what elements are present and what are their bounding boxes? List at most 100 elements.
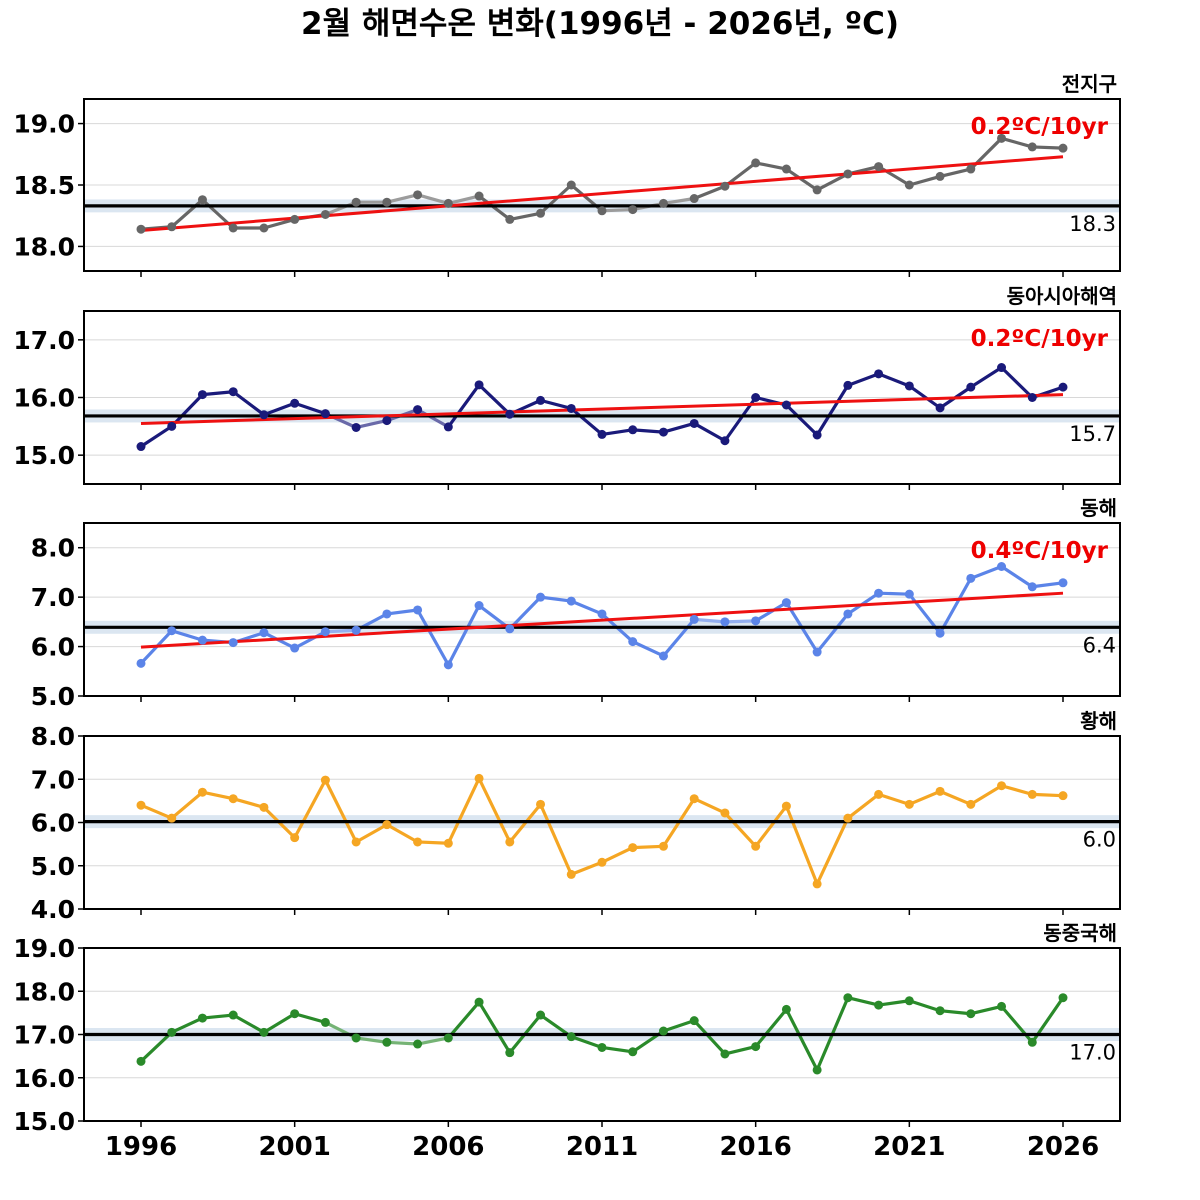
series-segment — [1030, 792, 1065, 798]
series-segment — [293, 630, 327, 650]
plot-area — [84, 561, 1120, 670]
series-segment — [200, 1013, 235, 1020]
y-tick-label: 8.0 — [31, 722, 75, 751]
data-point — [597, 429, 607, 439]
data-point — [474, 191, 484, 201]
data-point — [351, 625, 361, 635]
plot-area — [84, 133, 1120, 234]
data-point — [1058, 143, 1068, 153]
series-segment — [938, 167, 973, 178]
data-point — [136, 1056, 146, 1066]
data-point — [781, 801, 791, 811]
series-segment — [231, 1013, 266, 1034]
data-point — [136, 224, 146, 234]
series-segment — [907, 999, 942, 1013]
data-point — [167, 421, 177, 431]
data-point — [566, 1032, 576, 1042]
region-label: 동해 — [1080, 496, 1117, 520]
region-label: 전지구 — [1062, 72, 1117, 96]
series-segment — [999, 564, 1034, 589]
series-segment — [907, 384, 942, 410]
data-point — [505, 409, 515, 419]
data-point — [320, 209, 330, 219]
series-segment — [416, 193, 450, 206]
data-point — [228, 794, 238, 804]
series-segment — [815, 816, 850, 886]
data-point — [351, 197, 361, 207]
series-segment — [876, 999, 911, 1007]
data-point — [997, 133, 1007, 143]
data-point — [904, 799, 914, 809]
data-point — [382, 197, 392, 207]
series-segment — [538, 398, 573, 411]
data-point — [874, 1000, 884, 1010]
series-segment — [385, 1040, 420, 1046]
data-point — [966, 1009, 976, 1019]
y-tick-label: 6.0 — [31, 809, 75, 838]
data-point — [167, 813, 177, 823]
data-point — [382, 820, 392, 830]
data-point — [536, 208, 546, 218]
series-segment — [723, 619, 758, 624]
figure-title: 2월 해면수온 변화(1996년 - 2026년, ºC) — [301, 6, 899, 42]
data-point — [1058, 578, 1068, 588]
data-point — [628, 205, 638, 215]
data-point — [413, 190, 423, 200]
mean-label: 6.4 — [1083, 633, 1116, 657]
data-point — [751, 1042, 761, 1052]
data-point — [966, 382, 976, 392]
series-segment — [416, 608, 450, 667]
data-point — [843, 813, 853, 823]
data-point — [505, 837, 515, 847]
data-point — [781, 1004, 791, 1014]
data-point — [197, 390, 207, 400]
region-label: 황해 — [1080, 709, 1117, 733]
data-point — [843, 380, 853, 390]
data-point — [228, 223, 238, 233]
series-segment — [385, 193, 420, 204]
y-tick-label: 7.0 — [31, 583, 75, 612]
series-segment — [692, 1019, 727, 1056]
series-segment — [293, 1012, 327, 1024]
data-point — [597, 206, 607, 216]
series-segment — [846, 996, 881, 1007]
mean-label: 15.7 — [1069, 422, 1116, 446]
data-point — [628, 843, 638, 853]
series-segment — [508, 211, 543, 221]
data-point — [874, 789, 884, 799]
data-point — [197, 787, 207, 797]
series-segment — [846, 372, 881, 387]
data-point — [167, 1027, 177, 1037]
series-segment — [938, 576, 973, 635]
series-segment — [139, 1030, 174, 1063]
series-segment — [754, 161, 789, 171]
data-point — [874, 588, 884, 598]
series-segment — [170, 629, 205, 642]
data-point — [443, 838, 453, 848]
data-point — [566, 403, 576, 413]
series-segment — [661, 196, 696, 206]
data-point — [1027, 582, 1037, 592]
y-tick-label: 19.0 — [13, 934, 75, 963]
series-segment — [262, 217, 297, 230]
series-segment — [815, 612, 850, 654]
data-point — [628, 1047, 638, 1057]
series-segment — [354, 418, 389, 430]
data-point — [935, 628, 945, 638]
plot-area — [84, 993, 1120, 1075]
x-axis: 1996 2001 2006 2011 2016 2021 2026 — [105, 1132, 1099, 1162]
series-segment — [815, 172, 850, 192]
data-point — [228, 638, 238, 648]
plot-area — [84, 363, 1120, 452]
data-point — [935, 403, 945, 413]
series-segment — [139, 803, 174, 820]
series-segment — [876, 372, 911, 388]
data-point — [1027, 789, 1037, 799]
y-tick-label: 17.0 — [13, 326, 75, 355]
mean-label: 18.3 — [1069, 212, 1116, 236]
data-point — [966, 164, 976, 174]
data-point — [167, 222, 177, 232]
series-segment — [600, 845, 635, 864]
y-tick-label: 17.0 — [13, 1021, 75, 1050]
series-segment — [907, 789, 942, 806]
